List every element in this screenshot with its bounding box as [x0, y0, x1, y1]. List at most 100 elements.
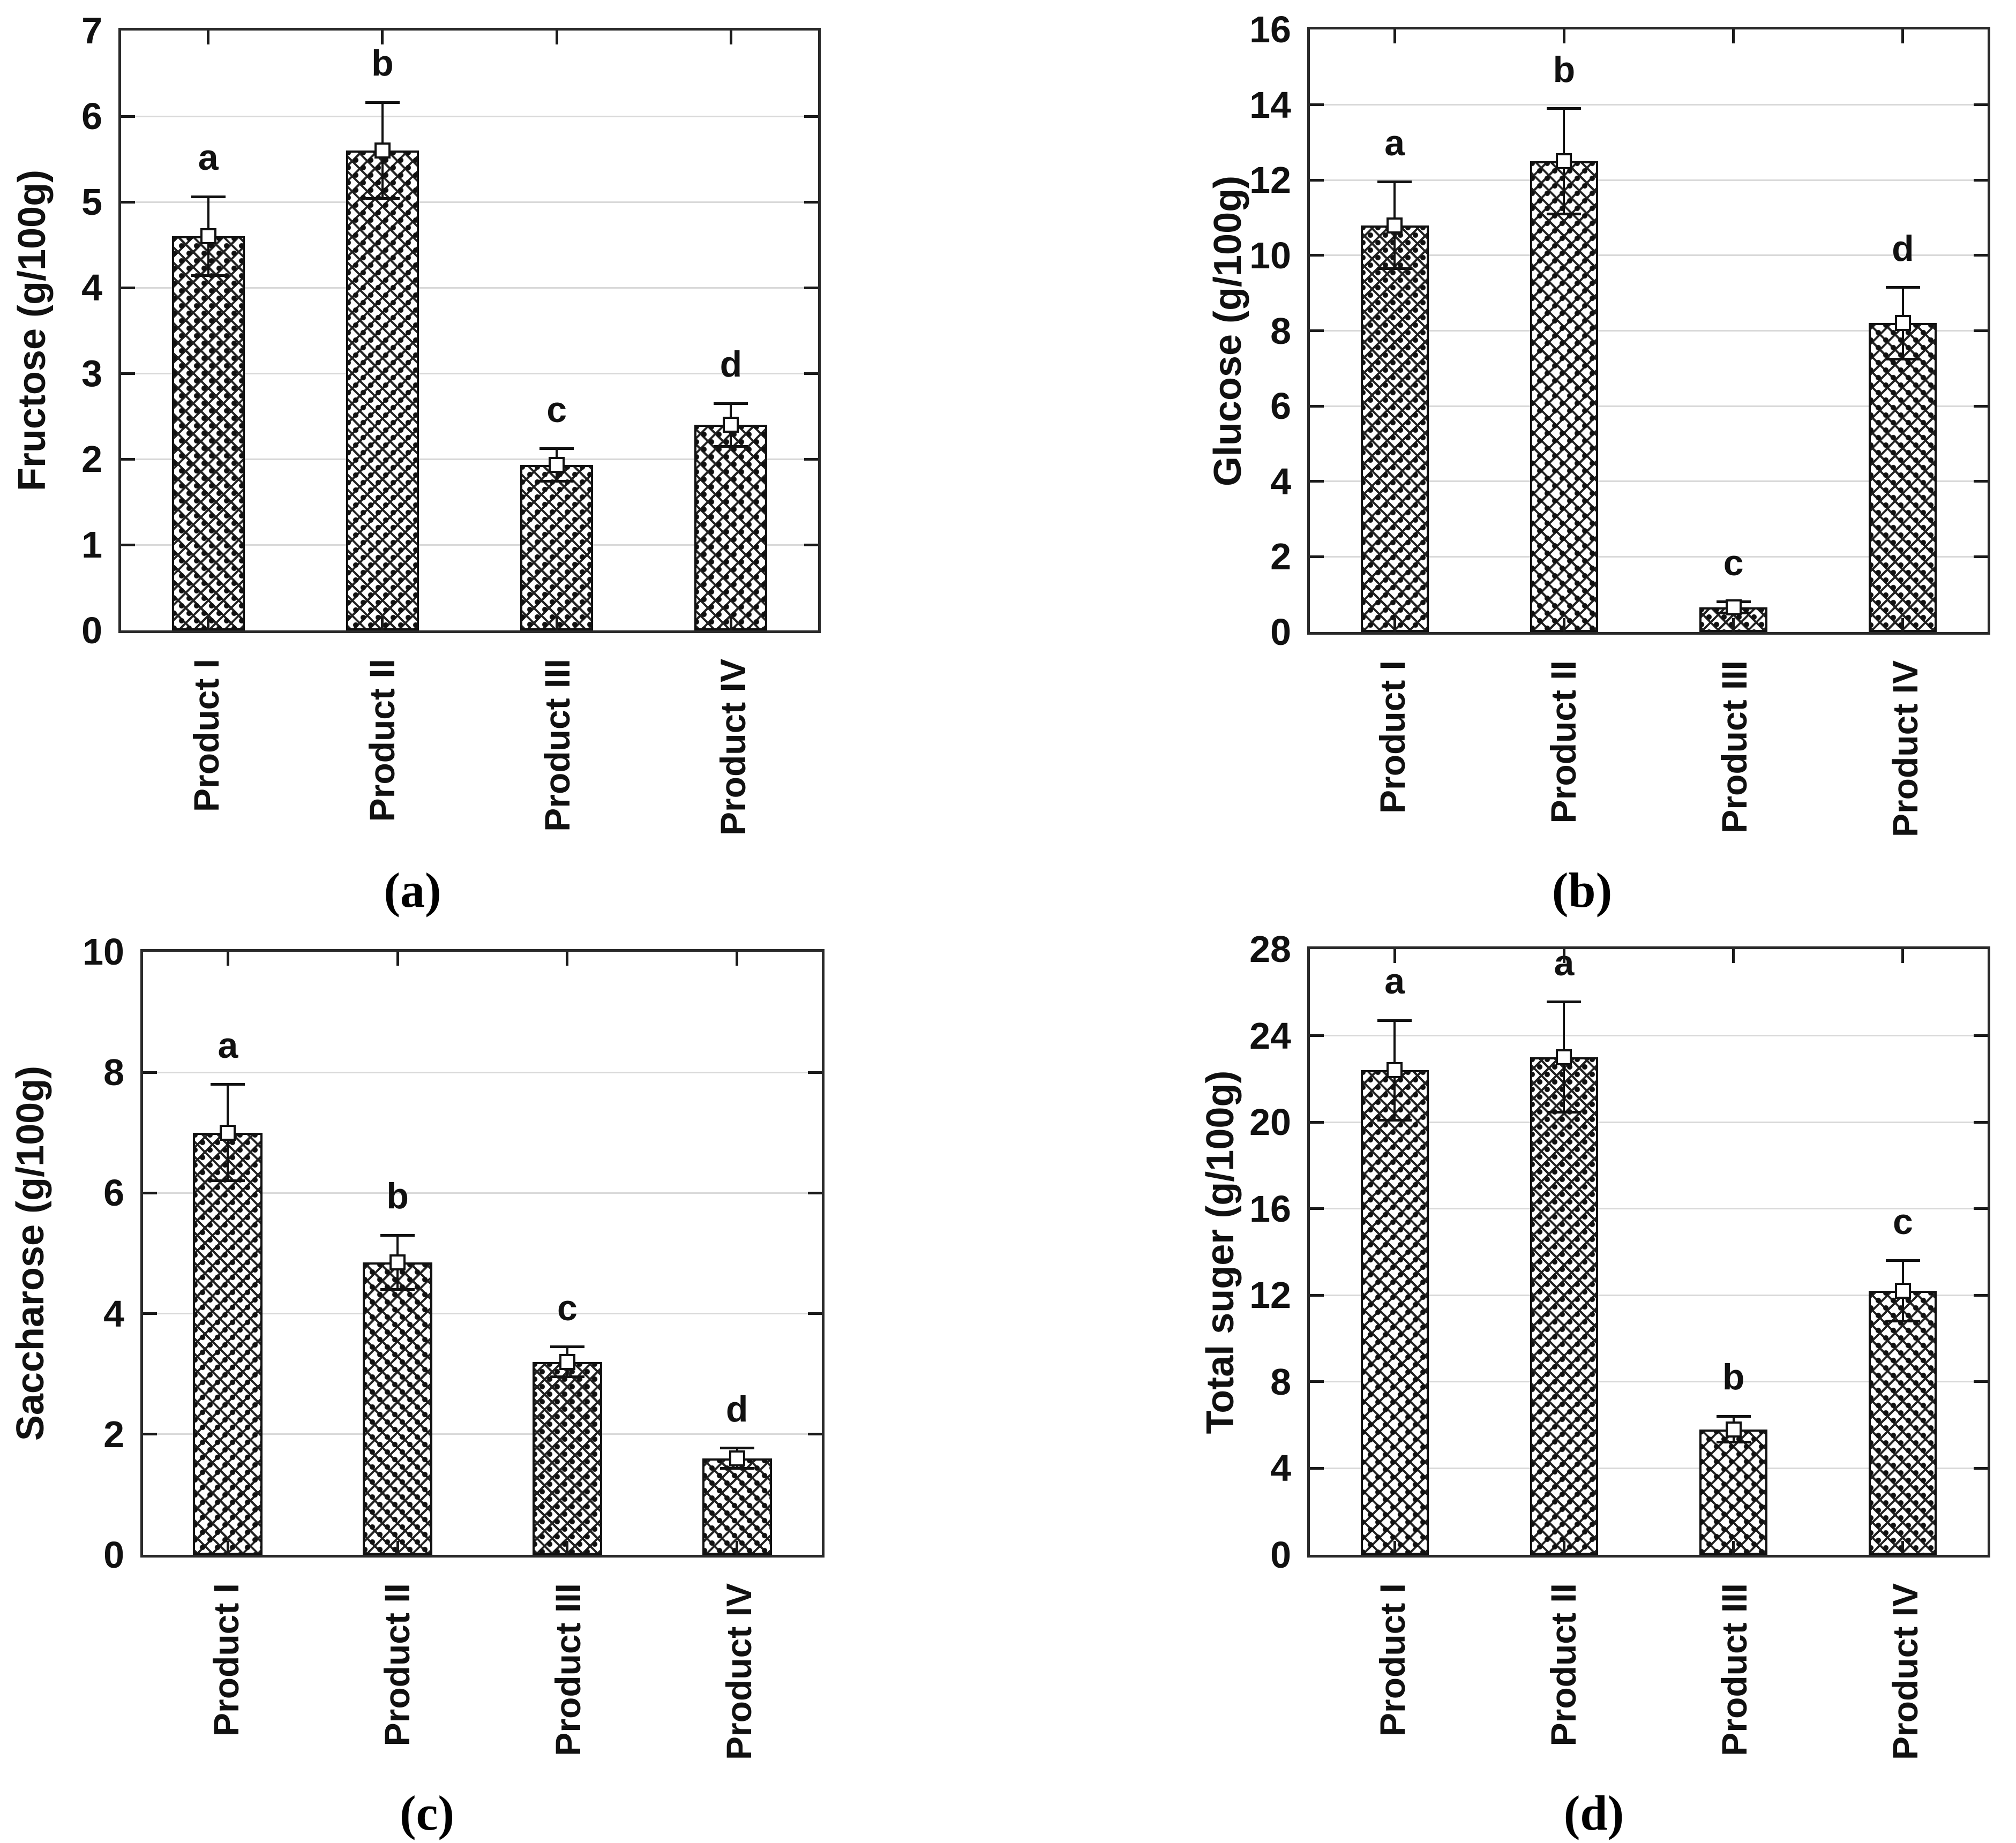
y-tick-label: 28 [1249, 928, 1291, 970]
y-axis-tick-left [1310, 329, 1324, 332]
y-tick-label: 0 [81, 610, 102, 651]
gridline [1310, 555, 1988, 558]
y-tick-label: 10 [1249, 234, 1291, 276]
x-axis-tick-bottom [1732, 1541, 1735, 1555]
error-bar-cap-bottom [720, 1467, 754, 1470]
y-axis-tick-left [121, 543, 135, 546]
error-bar-cap-top [1547, 1001, 1582, 1004]
bar-product-ii [363, 1262, 433, 1555]
y-tick-label: 4 [1270, 460, 1291, 502]
y-axis-tick-right [804, 115, 818, 118]
y-axis-tick-right [804, 372, 818, 375]
gridline [1310, 1121, 1988, 1123]
significance-letter: a [1384, 961, 1405, 1002]
y-axis-tick-left [121, 457, 135, 461]
x-axis-tick-bottom [396, 1541, 399, 1555]
x-axis-tick-bottom [226, 1541, 229, 1555]
bar-product-iii [532, 1361, 602, 1555]
bar-product-iii [520, 465, 594, 630]
y-axis-tick-left [1310, 1293, 1324, 1297]
x-axis-tick-top [381, 31, 384, 44]
mean-marker-square [1556, 153, 1572, 170]
x-axis-tick-top [1393, 949, 1396, 963]
mean-marker-square [1387, 217, 1403, 234]
y-tick-label: 4 [1270, 1447, 1291, 1490]
x-tick-label: Product I [1373, 1583, 1413, 1737]
y-tick-label: 8 [1270, 310, 1291, 352]
gridline [1310, 480, 1988, 483]
y-axis-title: Total suger (g/100g) [1199, 1070, 1242, 1434]
error-bar-cap-top [1547, 107, 1582, 110]
bar-product-ii [346, 151, 419, 630]
y-tick-label: 0 [1270, 611, 1291, 653]
gridline [121, 115, 818, 117]
x-axis-tick-bottom [1562, 1541, 1565, 1555]
bar-product-iv [694, 425, 768, 630]
bar-product-i [171, 236, 245, 630]
error-bar-cap-bottom [539, 480, 574, 483]
y-axis-tick-left [143, 1433, 157, 1436]
significance-letter: b [371, 43, 394, 84]
mean-marker-square [1387, 1062, 1403, 1079]
panel-caption: (d) [1563, 1786, 1624, 1840]
plot-area: a b c d [1307, 27, 1990, 635]
y-tick-label: 1 [81, 524, 102, 566]
x-axis-tick-bottom [1562, 618, 1565, 632]
significance-letter: a [1384, 122, 1405, 163]
significance-letter: c [546, 389, 567, 430]
x-axis-tick-top [1562, 949, 1565, 963]
error-bar-cap-top [1716, 1415, 1751, 1418]
error-bar-cap-bottom [1377, 267, 1412, 270]
significance-letter: a [218, 1025, 238, 1066]
y-tick-label: 2 [103, 1413, 124, 1455]
y-axis-tick-left [1310, 1466, 1324, 1470]
y-tick-label: 4 [103, 1292, 124, 1335]
x-axis-tick-bottom [207, 616, 210, 630]
x-axis-tick-top [207, 31, 210, 44]
y-tick-label: 3 [81, 352, 102, 394]
y-axis-tick-left [1310, 103, 1324, 107]
y-axis-tick-right [1974, 329, 1988, 332]
mean-marker-square [1725, 599, 1742, 616]
mean-marker-square [374, 142, 391, 159]
mean-marker-square [1556, 1049, 1572, 1065]
y-axis-tick-left [1310, 1120, 1324, 1124]
error-bar-cap-top [1377, 1019, 1412, 1022]
y-axis-tick-right [1974, 555, 1988, 558]
y-axis-tick-right [808, 1433, 822, 1436]
error-bar-cap-top [211, 1083, 245, 1086]
y-axis-tick-left [1310, 254, 1324, 257]
panel-caption: (b) [1552, 863, 1613, 917]
error-bar-cap-top [1377, 180, 1412, 184]
x-axis-tick-bottom [566, 1541, 569, 1555]
bar-product-i [1360, 1070, 1429, 1555]
y-axis-tick-right [804, 200, 818, 204]
y-tick-label: 0 [103, 1534, 124, 1576]
y-axis-tick-left [121, 372, 135, 375]
error-bar-cap-bottom [1547, 1111, 1582, 1114]
error-bar-cap-bottom [1377, 1118, 1412, 1122]
bar-product-ii [1530, 1057, 1598, 1555]
y-axis-tick-right [1974, 480, 1988, 483]
bar-product-iv [1869, 1291, 1937, 1555]
y-tick-label: 6 [1270, 385, 1291, 427]
error-bar-cap-bottom [1885, 1320, 1920, 1323]
gridline [121, 287, 818, 289]
error-bar-cap-bottom [1885, 357, 1920, 360]
error-bar-cap-top [539, 447, 574, 450]
y-axis-tick-left [1310, 1380, 1324, 1383]
x-axis-tick-bottom [729, 616, 732, 630]
significance-letter: a [198, 137, 219, 178]
y-axis-tick-left [121, 286, 135, 289]
y-axis-tick-right [1974, 103, 1988, 107]
y-tick-label: 5 [81, 181, 102, 223]
y-axis-tick-right [1974, 404, 1988, 408]
mean-marker-square [200, 228, 216, 244]
x-axis-tick-top [1562, 29, 1565, 43]
error-bar-cap-top [1885, 1259, 1920, 1262]
bar-product-i [1360, 225, 1429, 632]
error-bar-cap-bottom [365, 197, 400, 200]
gridline [143, 1192, 822, 1194]
